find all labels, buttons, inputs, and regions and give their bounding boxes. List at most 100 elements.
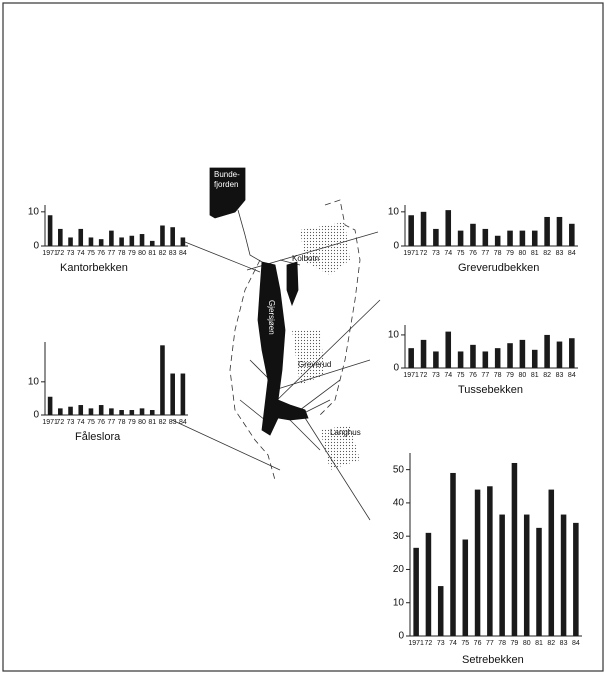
x-tick-label: 74 [444, 372, 452, 379]
y-tick-label: 10 [393, 597, 405, 608]
bar [450, 472, 456, 636]
x-tick-label: 79 [128, 250, 136, 257]
bar [511, 462, 518, 636]
x-tick-label: 83 [556, 250, 564, 257]
bar [149, 240, 155, 246]
x-tick-label: 73 [432, 372, 440, 379]
bar [109, 408, 114, 415]
bar [445, 210, 452, 246]
bar [487, 486, 493, 636]
bar [170, 227, 175, 246]
bar [519, 230, 526, 246]
bar [139, 234, 145, 246]
x-tick-label: 82 [159, 419, 167, 426]
bar [109, 230, 114, 246]
x-tick-label: 80 [518, 250, 526, 257]
x-tick-label: 74 [449, 640, 457, 647]
chart-title: Greverudbekken [458, 262, 539, 274]
bar [470, 223, 476, 246]
bar [47, 215, 53, 246]
bar [129, 410, 135, 415]
y-tick-label: 10 [28, 206, 40, 217]
chart-title: Setrebekken [462, 654, 524, 666]
connector-line [171, 231, 381, 521]
x-tick-label: 84 [179, 419, 187, 426]
x-tick-label: 77 [486, 640, 494, 647]
x-tick-label: 83 [560, 640, 568, 647]
bar [119, 410, 124, 415]
bar [129, 235, 135, 246]
x-tick-label: 79 [128, 419, 136, 426]
x-tick-label: 1971 [403, 250, 419, 257]
bar [523, 514, 530, 636]
chart-title: Tussebekken [458, 384, 523, 396]
x-tick-label: 79 [506, 372, 514, 379]
bar [68, 406, 73, 415]
bar [536, 527, 542, 636]
bar [470, 344, 476, 368]
y-tick-label: 40 [393, 498, 405, 509]
x-tick-label: 74 [77, 250, 85, 257]
x-tick-label: 78 [494, 250, 502, 257]
x-tick-label: 79 [511, 640, 519, 647]
x-tick-label: 72 [425, 640, 433, 647]
map-label: Kolbotn [292, 254, 319, 263]
x-tick-label: 78 [494, 372, 502, 379]
x-tick-label: 76 [469, 372, 477, 379]
bar [457, 230, 464, 246]
x-tick-label: 1971 [408, 640, 424, 647]
chart-title: Kantorbekken [60, 262, 128, 274]
stream [237, 209, 341, 451]
y-tick-label: 0 [398, 631, 404, 642]
bar [544, 334, 550, 368]
x-tick-label: 81 [148, 419, 156, 426]
bar [408, 215, 414, 246]
bar [420, 211, 427, 246]
boundary [229, 259, 276, 481]
y-tick-label: 50 [393, 464, 405, 475]
x-tick-label: 84 [179, 250, 187, 257]
x-tick-label: 74 [77, 419, 85, 426]
map-label: Bunde- [214, 170, 240, 179]
bar [569, 223, 575, 246]
x-tick-label: 76 [97, 419, 105, 426]
bar [58, 408, 63, 415]
bar [160, 345, 165, 415]
map-label: Greverud [298, 360, 331, 369]
bar [494, 348, 501, 368]
bar [433, 228, 439, 246]
x-tick-label: 82 [159, 250, 167, 257]
x-tick-label: 77 [107, 419, 115, 426]
bar [119, 237, 124, 246]
y-tick-label: 0 [33, 241, 39, 252]
bar [58, 228, 63, 246]
bar [425, 532, 432, 636]
bar [68, 237, 73, 246]
x-tick-label: 80 [518, 372, 526, 379]
x-tick-label: 74 [444, 250, 452, 257]
bar [98, 405, 104, 415]
x-tick-label: 73 [432, 250, 440, 257]
x-tick-label: 84 [568, 372, 576, 379]
x-tick-label: 80 [138, 250, 146, 257]
x-tick-label: 76 [474, 640, 482, 647]
x-tick-label: 78 [118, 250, 126, 257]
bar [47, 396, 53, 415]
bar [462, 539, 469, 636]
x-tick-label: 84 [572, 640, 580, 647]
x-tick-label: 81 [535, 640, 543, 647]
bar [482, 228, 489, 246]
x-tick-label: 73 [437, 640, 445, 647]
y-tick-label: 10 [28, 376, 40, 387]
x-tick-label: 79 [506, 250, 514, 257]
bar [457, 351, 464, 368]
x-tick-label: 73 [67, 250, 75, 257]
x-tick-label: 83 [556, 372, 564, 379]
bar [445, 331, 452, 368]
x-tick-label: 1971 [42, 419, 58, 426]
x-tick-label: 78 [498, 640, 506, 647]
x-tick-label: 80 [138, 419, 146, 426]
x-tick-label: 72 [56, 250, 64, 257]
bar [531, 349, 538, 368]
